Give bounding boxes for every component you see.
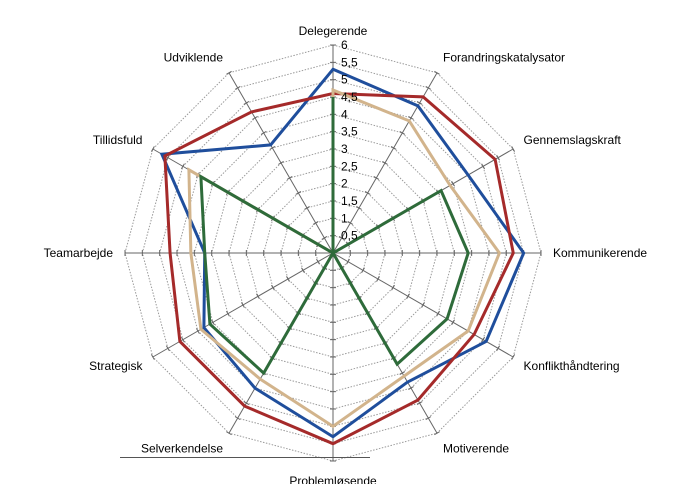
axis-tick xyxy=(511,146,516,152)
tick-label: 4 xyxy=(341,107,348,121)
axis-tick xyxy=(496,345,501,352)
axis-tick xyxy=(425,85,432,90)
category-label: Kommunikerende xyxy=(553,246,647,260)
axis-tick xyxy=(382,161,388,165)
category-label: Tillidsfuld xyxy=(93,133,143,147)
axis-tick xyxy=(278,161,284,165)
axis-tick xyxy=(195,328,200,334)
series-line-4 xyxy=(199,97,470,376)
axis-tick xyxy=(364,191,371,195)
axis-tick xyxy=(226,431,232,436)
axis-tick xyxy=(416,401,423,406)
tick-label: 3,5 xyxy=(341,125,358,139)
axis-tick xyxy=(346,258,350,265)
axis-tick xyxy=(406,293,410,300)
axis-tick xyxy=(241,302,245,308)
axis-tick xyxy=(361,267,365,274)
axis-tick xyxy=(376,276,380,282)
category-label: Selverkendelse xyxy=(141,442,223,456)
axis-tick xyxy=(399,130,406,135)
tick-label: 1 xyxy=(341,211,348,225)
axis-tick xyxy=(286,176,293,180)
axis-tick xyxy=(316,258,320,265)
bottom-rule xyxy=(120,457,370,458)
category-label: Konflikthåndtering xyxy=(524,359,620,373)
axis-tick xyxy=(225,310,230,317)
axis-tick xyxy=(451,319,456,326)
category-label: Udviklende xyxy=(164,50,224,64)
axis-tick xyxy=(234,416,241,421)
radar-category-labels: Delegerende Forandringskatalysator Gennems… xyxy=(44,24,648,484)
axis-tick xyxy=(180,163,185,170)
series-line-2 xyxy=(163,92,515,446)
tick-label: 0,5 xyxy=(341,229,358,243)
axis-tick xyxy=(295,191,302,195)
axis-tick xyxy=(399,371,406,376)
tick-label: 5,5 xyxy=(341,55,358,69)
radar-series xyxy=(159,67,526,446)
axis-tick xyxy=(481,336,486,343)
axis-tick xyxy=(180,336,185,343)
axis-tick xyxy=(451,180,456,187)
axis-tick xyxy=(301,267,305,274)
axis-tick xyxy=(252,115,258,120)
axis-tick xyxy=(243,401,250,406)
axis-tick xyxy=(234,85,241,90)
tick-label: 3 xyxy=(341,142,348,156)
category-label: Forandringskatalysator xyxy=(443,50,565,64)
axis-tick xyxy=(356,206,362,210)
axis-tick xyxy=(496,154,501,161)
axis-tick xyxy=(286,276,290,282)
radar-tick-labels: 0,5 1 1,5 2 2,5 3 3,5 4 4,5 5 5,5 6 xyxy=(341,38,358,243)
axis-tick xyxy=(434,70,440,75)
axis-tick xyxy=(436,310,441,317)
axis-tick xyxy=(408,386,414,391)
axis-tick xyxy=(165,345,170,352)
axis-tick xyxy=(271,284,275,291)
axis-tick xyxy=(243,100,250,105)
axis-tick xyxy=(390,145,397,150)
axis-tick xyxy=(347,221,354,225)
tick-label: 1,5 xyxy=(341,194,358,208)
axis-tick xyxy=(481,163,486,170)
axis-tick xyxy=(511,354,516,360)
series-line-3 xyxy=(187,87,502,429)
axis-tick xyxy=(321,236,328,240)
axis-tick xyxy=(210,319,215,326)
axis-tick xyxy=(150,354,155,360)
axis-tick xyxy=(304,206,310,210)
axis-tick xyxy=(391,284,395,291)
axis-tick xyxy=(373,176,380,180)
series-line-1 xyxy=(159,67,526,439)
tick-label: 4,5 xyxy=(341,90,358,104)
category-label: Gennemslagskraft xyxy=(524,133,622,147)
category-label: Motiverende xyxy=(443,442,509,456)
axis-tick xyxy=(416,100,423,105)
tick-label: 5 xyxy=(341,73,348,87)
category-label: Problemløsende xyxy=(289,474,377,484)
axis-tick xyxy=(269,145,276,150)
axis-tick xyxy=(165,154,170,161)
axis-tick xyxy=(260,130,267,135)
axis-tick xyxy=(434,431,440,436)
tick-label: 2,5 xyxy=(341,159,358,173)
axis-tick xyxy=(256,293,260,300)
axis-tick xyxy=(408,115,414,120)
axis-tick xyxy=(421,302,425,308)
category-label: Teamarbejde xyxy=(44,246,114,260)
axis-tick xyxy=(312,221,319,225)
tick-label: 6 xyxy=(341,38,348,52)
category-label: Delegerende xyxy=(299,24,368,38)
axis-tick xyxy=(226,70,232,75)
tick-label: 2 xyxy=(341,177,348,191)
axis-tick xyxy=(338,236,345,240)
category-label: Strategisk xyxy=(89,359,143,373)
axis-tick xyxy=(425,416,432,421)
axis-tick xyxy=(150,146,155,152)
